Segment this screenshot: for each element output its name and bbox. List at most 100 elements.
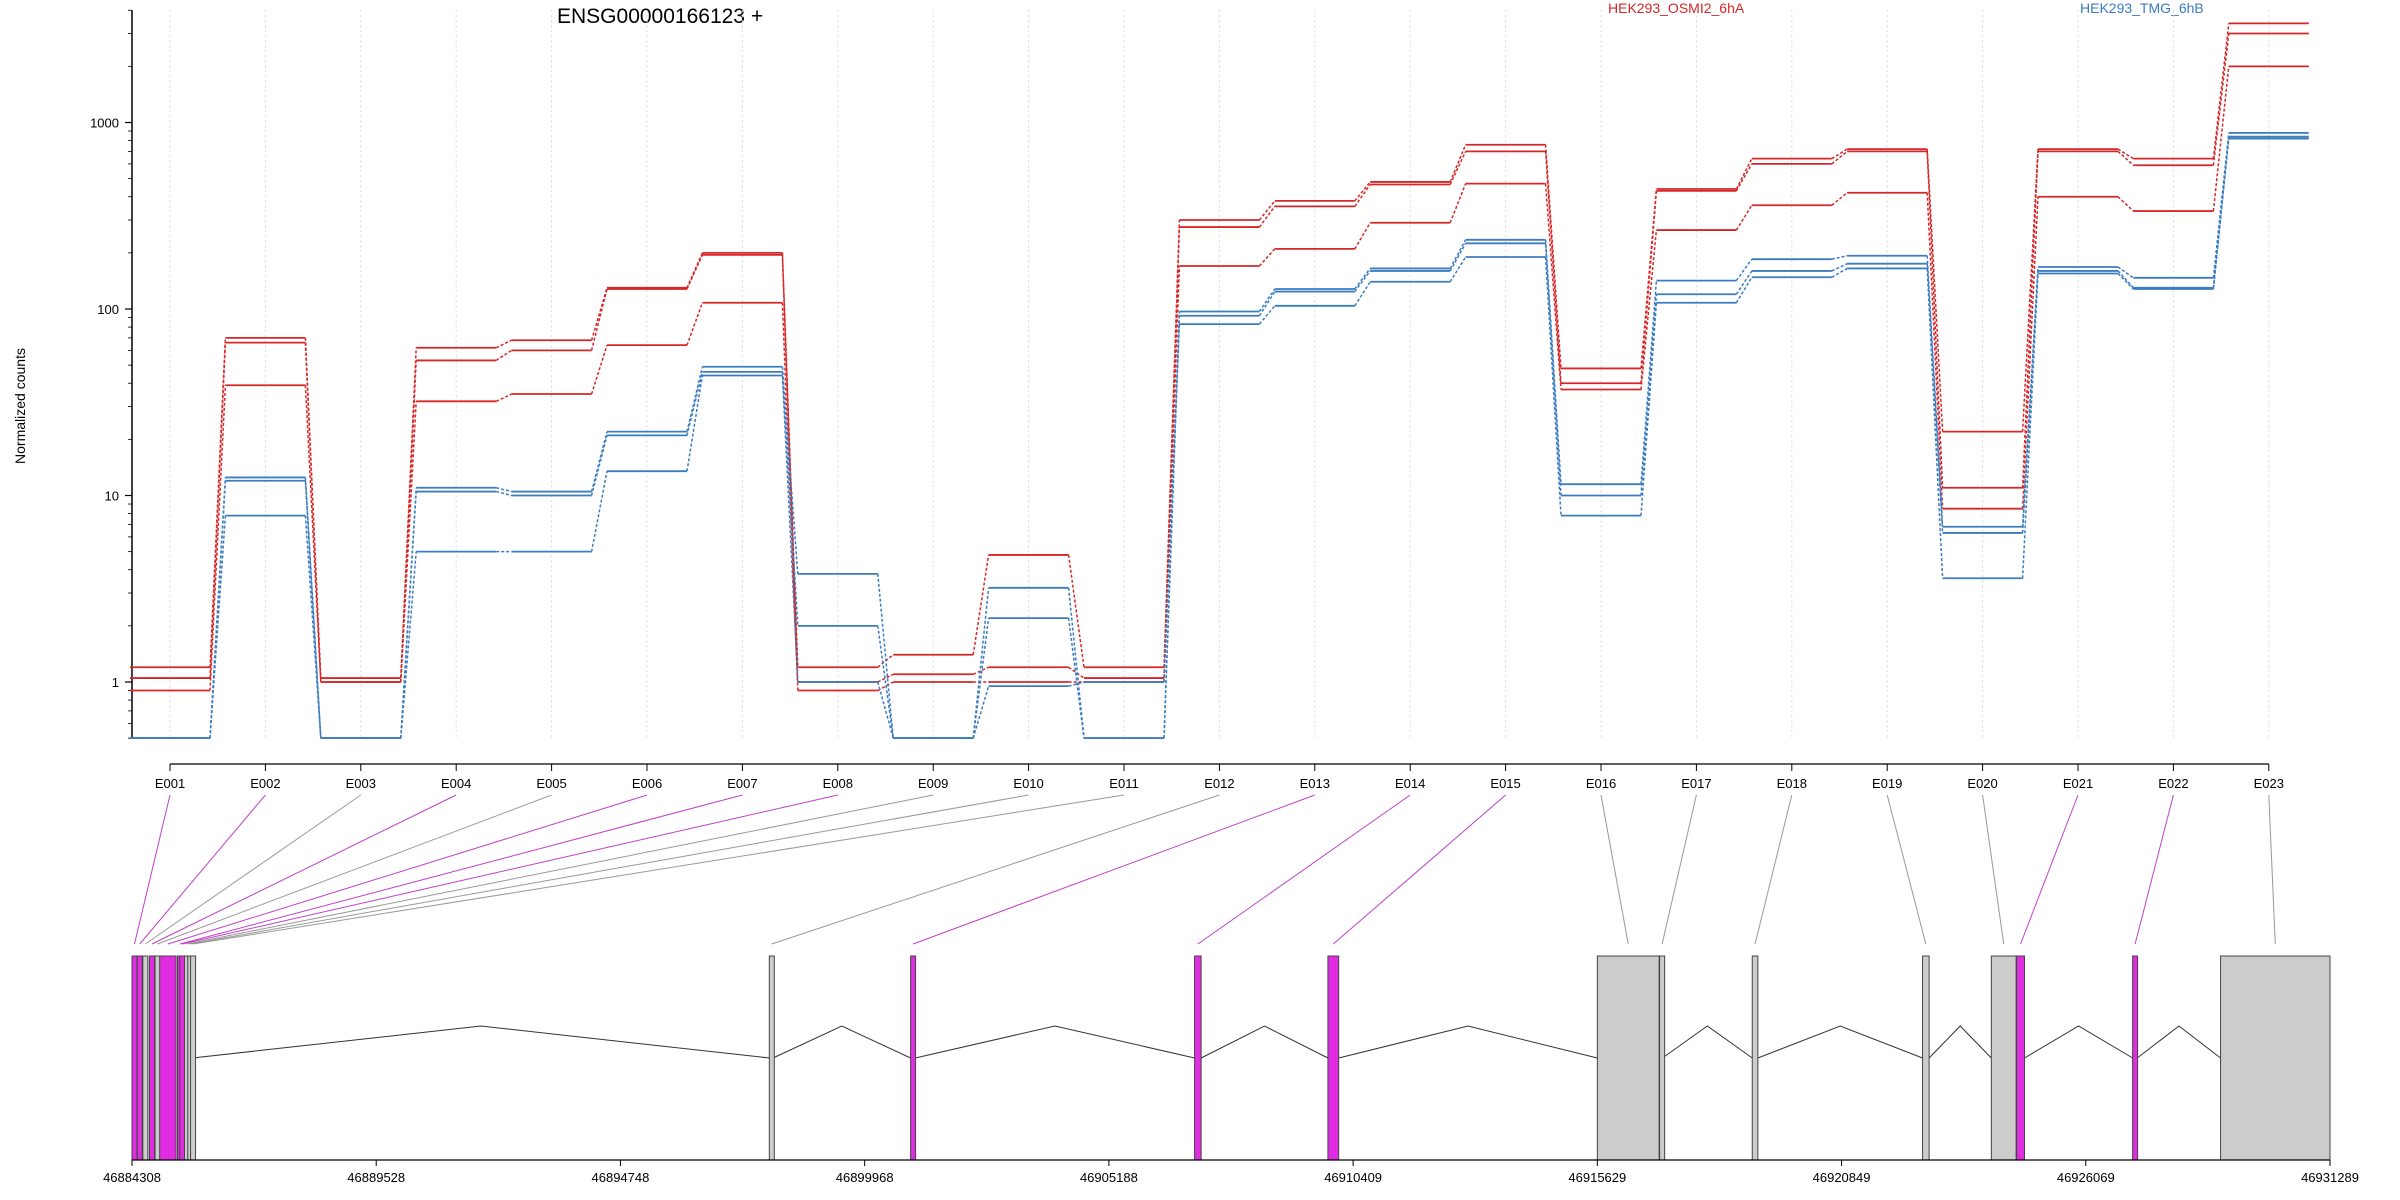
x-tick-label-e022: E022	[2158, 776, 2188, 791]
exon-link-e018	[1754, 794, 1793, 945]
series-blue-5-connector	[400, 491, 417, 739]
exon-link-e023	[2268, 794, 2276, 945]
series-red-3-connector	[2117, 196, 2134, 212]
exon-box-e003	[142, 955, 149, 1161]
x-tick-label-e003: E003	[346, 776, 376, 791]
series-blue-5-connector	[496, 490, 512, 497]
exon-link-e014	[1197, 794, 1411, 945]
exon-box-e016	[1596, 955, 1660, 1161]
exon-link-e008	[182, 794, 838, 945]
exon-box-e015	[1327, 955, 1340, 1161]
series-red-3-connector	[1640, 229, 1658, 390]
series-red-2-connector	[1163, 227, 1181, 679]
series-blue-5-connector	[1163, 315, 1181, 739]
series-red-1-connector	[400, 347, 417, 679]
genomic-tick-label: 46931289	[2301, 1170, 2359, 1185]
series-blue-6-connector	[1258, 305, 1276, 325]
exon-box-e019	[1922, 955, 1930, 1161]
intron-line	[2024, 1025, 2133, 1059]
series-blue-5-connector	[2117, 270, 2134, 289]
series-red-2-connector	[1354, 184, 1371, 207]
x-tick-label-e010: E010	[1013, 776, 1043, 791]
x-tick-label-e018: E018	[1777, 776, 1807, 791]
x-tick-label-e017: E017	[1681, 776, 1711, 791]
exon-box-e023	[2220, 955, 2331, 1161]
exon-box-e006	[159, 955, 177, 1161]
series-blue-6-connector	[2212, 138, 2230, 290]
series-blue-5-connector	[2021, 270, 2039, 533]
exon-link-e022	[2134, 794, 2174, 945]
x-tick-label-e012: E012	[1204, 776, 1234, 791]
genomic-tick-label: 46899968	[836, 1170, 894, 1185]
intron-line	[1662, 1025, 1753, 1059]
exon-link-e017	[1661, 794, 1697, 945]
series-blue-4-connector	[1831, 255, 1848, 260]
series-blue-6-connector	[2021, 273, 2039, 579]
series-blue-4-connector	[1449, 239, 1467, 269]
series-red-3-connector	[1735, 204, 1753, 231]
intron-line	[915, 1025, 1195, 1059]
series-blue-6-connector	[1354, 281, 1371, 307]
x-tick-label-e005: E005	[536, 776, 566, 791]
exon-connector-lines	[134, 794, 2276, 945]
exon-link-e020	[1982, 794, 2005, 945]
exon-box-e011	[190, 955, 197, 1161]
intron-line	[1200, 1025, 1329, 1059]
series-red-3-connector	[1544, 183, 1562, 390]
series-red-2-connector	[400, 360, 417, 683]
genomic-tick-label: 46889528	[347, 1170, 405, 1185]
intron-line	[772, 1025, 911, 1059]
x-tick-label-e021: E021	[2063, 776, 2093, 791]
series-blue-6-connector	[686, 375, 704, 472]
series-blue-6-connector	[1449, 256, 1467, 283]
series-blue-5-connector	[1449, 242, 1467, 272]
y-tick-label-10: 10	[105, 489, 119, 504]
series-blue-6-connector	[1640, 302, 1658, 516]
x-tick-label-e019: E019	[1872, 776, 1902, 791]
series-red-3-connector	[304, 385, 322, 683]
x-tick-label-e014: E014	[1395, 776, 1425, 791]
series-blue-5-connector	[1258, 291, 1276, 317]
exon-link-e009	[186, 794, 934, 945]
x-tick-label-e020: E020	[1967, 776, 1997, 791]
genomic-tick-label: 46920849	[1813, 1170, 1871, 1185]
series-red-3-connector	[686, 302, 704, 346]
series-red-3-connector	[400, 401, 417, 683]
exon-box-e018	[1751, 955, 1759, 1161]
series-red-3-connector	[1258, 248, 1276, 267]
series-red-1-connector	[495, 339, 512, 349]
series-blue-5-connector	[590, 435, 608, 496]
series-blue-4-connector	[590, 431, 608, 492]
gene-model-track: 46884308 46889528 46894748 46899968 46905188…	[103, 955, 2359, 1185]
exon-box-e020	[1990, 955, 2017, 1161]
series-red-1-connector	[1640, 188, 1658, 369]
series-red-2-connector	[1926, 151, 1944, 488]
series-blue-4-connector	[877, 573, 894, 739]
exon-box-e017	[1659, 955, 1666, 1161]
exon-link-e010	[190, 794, 1029, 945]
series-blue-6-connector	[1068, 681, 1085, 687]
series-blue-5-connector	[304, 480, 322, 739]
series-blue-5-connector	[1354, 270, 1371, 293]
series-red-3-connector	[1926, 192, 1944, 509]
exon-link-e004	[151, 794, 457, 945]
x-tick-label-e016: E016	[1586, 776, 1616, 791]
x-tick-label-e002: E002	[250, 776, 280, 791]
series-red-1-connector	[1354, 181, 1371, 202]
series-red-2-connector	[2212, 33, 2230, 166]
series-red-2-connector	[1449, 151, 1467, 185]
series-red-2-connector	[972, 666, 989, 675]
series-blue-4-connector	[686, 366, 704, 432]
exon-box-e022	[2132, 955, 2139, 1161]
x-tick-label-e004: E004	[441, 776, 471, 791]
series-red-1-connector	[1926, 149, 1944, 432]
series-red-2-connector	[686, 254, 704, 290]
series-red-3-connector	[495, 393, 512, 402]
series-blue-6-connector	[2117, 272, 2134, 290]
exon-link-e013	[912, 794, 1315, 945]
series-blue-6-connector	[781, 375, 799, 683]
series-blue-6-connector	[400, 551, 417, 739]
series-red-3-connector	[2021, 196, 2039, 509]
exon-box-e021	[2016, 955, 2026, 1161]
series-blue-4-connector	[1735, 258, 1753, 282]
